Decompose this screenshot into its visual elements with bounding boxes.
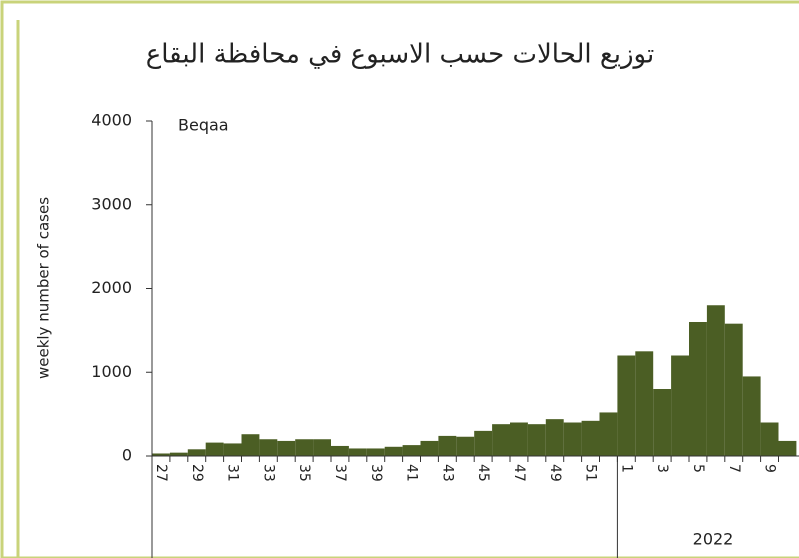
bar	[348, 448, 367, 456]
bar	[527, 424, 546, 456]
x-tick-label: 43	[439, 464, 455, 482]
bar	[635, 351, 654, 456]
x-tick-label: 35	[296, 464, 312, 482]
bar	[152, 453, 170, 456]
bar	[402, 445, 421, 456]
x-tick-label: 37	[332, 464, 348, 482]
bar	[492, 424, 510, 456]
x-tick-label: 41	[404, 464, 420, 482]
x-tick-label: 51	[583, 464, 599, 482]
x-tick-label: 39	[368, 464, 384, 482]
bar	[760, 422, 779, 456]
x-tick-label: 49	[547, 464, 563, 482]
bar	[313, 439, 331, 456]
bar	[384, 446, 403, 456]
bar	[724, 323, 743, 456]
bar	[545, 419, 564, 456]
bar	[563, 422, 582, 456]
bar	[223, 443, 242, 456]
bar	[778, 440, 797, 456]
x-tick-label: 27	[153, 464, 169, 482]
bar	[510, 422, 528, 456]
bar	[241, 434, 260, 456]
x-tick-label: 3	[654, 464, 670, 473]
y-tick-label: 1000	[91, 362, 132, 381]
bar	[331, 445, 349, 456]
bar	[706, 305, 725, 456]
bar	[295, 439, 314, 456]
year-label: 2022	[693, 530, 734, 549]
y-tick-label: 3000	[91, 194, 132, 213]
x-tick-label: 31	[225, 464, 241, 482]
bar	[438, 435, 457, 456]
x-tick-label: 7	[726, 464, 742, 473]
bar	[205, 442, 224, 456]
bar	[689, 322, 707, 456]
x-tick-label: 47	[511, 464, 527, 482]
y-axis-label: weekly number of cases	[35, 197, 53, 379]
bar	[474, 430, 493, 456]
x-tick-label: 5	[690, 464, 706, 473]
x-tick-label: 45	[475, 464, 491, 482]
bar	[366, 448, 385, 456]
y-tick-label: 4000	[91, 111, 132, 130]
bar	[653, 389, 672, 456]
chart-title: توزيع الحالات حسب الاسبوع في محافظة البق…	[146, 40, 654, 70]
x-tick-label: 1	[618, 464, 634, 473]
bar	[187, 449, 206, 456]
bar	[259, 439, 278, 456]
bar	[456, 436, 475, 456]
bar	[277, 440, 296, 456]
x-tick-label: 33	[260, 464, 276, 482]
bar	[617, 355, 636, 456]
x-tick-label: 9	[762, 464, 778, 473]
y-tick-label: 0	[122, 446, 132, 465]
bar	[671, 355, 689, 456]
y-tick-label: 2000	[91, 278, 132, 297]
bar	[599, 412, 618, 456]
bar	[169, 452, 188, 456]
bar	[581, 420, 600, 456]
bar	[742, 376, 761, 456]
x-tick-label: 29	[189, 464, 205, 482]
bar	[420, 440, 439, 456]
annotation: Beqaa	[178, 116, 229, 135]
